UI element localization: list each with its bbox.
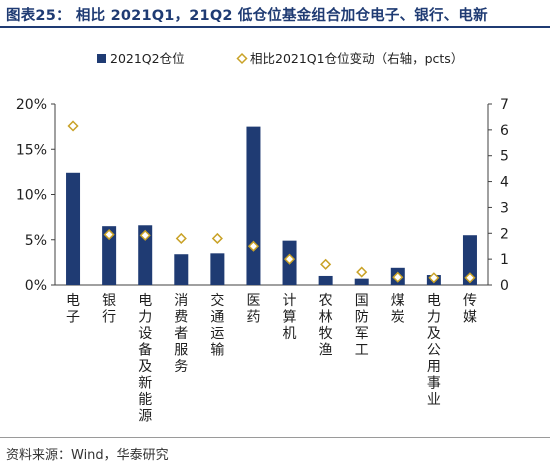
x-tick-label-3: 消费者服务	[174, 293, 188, 375]
legend-bar-label: 2021Q2仓位	[110, 51, 185, 66]
y-right-tick-label: 3	[500, 200, 509, 216]
legend-marker-swatch	[236, 52, 248, 65]
y-right-tick-label: 4	[500, 175, 509, 191]
y-left-tick-label: 0%	[25, 278, 47, 294]
bar-8	[354, 278, 369, 285]
marker-11	[464, 272, 476, 284]
bar-1	[102, 226, 117, 285]
marker-8	[356, 266, 368, 278]
bar-2	[138, 225, 153, 285]
x-tick-label-4: 交通运输	[210, 292, 224, 359]
x-tick-label-0: 电子	[66, 293, 80, 326]
x-tick-label-10: 电力及公用事业	[427, 293, 441, 408]
y-left-tick-label: 15%	[16, 142, 47, 158]
marker-4	[211, 232, 223, 245]
chart-title-bar: 图表25： 相比 2021Q1，21Q2 低仓位基金组合加仓电子、银行、电新	[0, 0, 550, 28]
bar-7	[318, 275, 333, 285]
marker-0	[67, 120, 79, 132]
x-tick-label-7: 农林牧渔	[319, 293, 333, 359]
legend: 2021Q2仓位 相比2021Q1仓位变动（右轴，pcts）	[97, 51, 463, 66]
marker-series	[67, 120, 476, 284]
y-right-tick-label: 0	[500, 278, 509, 294]
bar-3	[174, 254, 189, 285]
legend-bar-swatch	[97, 54, 106, 63]
bar-4	[210, 253, 225, 285]
marker-3	[175, 232, 187, 245]
axes: 0% 5% 10% 15% 20% 0 1 2 3 4 5 6 7	[16, 97, 509, 294]
y-left-tick-label: 20%	[16, 97, 47, 113]
marker-10	[428, 272, 440, 284]
y-right-tick-label: 5	[500, 149, 509, 165]
bar-5	[246, 126, 261, 285]
bar-11	[462, 235, 477, 285]
x-tick-label-5: 医药	[246, 293, 260, 326]
x-tick-label-8: 国防军工	[355, 293, 369, 359]
y-right-tick-label: 7	[500, 97, 509, 113]
y-right-tick-label: 1	[500, 252, 509, 268]
marker-6	[283, 253, 296, 265]
y-right-tick-label: 6	[500, 123, 509, 139]
marker-1	[103, 229, 115, 241]
chart-title: 图表25： 相比 2021Q1，21Q2 低仓位基金组合加仓电子、银行、电新	[6, 8, 488, 24]
source-bar: 资料来源：Wind，华泰研究	[0, 437, 550, 466]
y-left-tick-label: 10%	[16, 188, 47, 204]
source-note: 资料来源：Wind，华泰研究	[6, 448, 169, 463]
legend-marker-label: 相比2021Q1仓位变动（右轴，pcts）	[250, 51, 463, 66]
y-left-tick-label: 5%	[25, 233, 47, 249]
x-tick-label-11: 传媒	[463, 293, 477, 326]
x-tick-label-9: 煤炭	[391, 293, 405, 326]
marker-9	[392, 271, 404, 283]
bar-series	[66, 126, 477, 285]
marker-7	[320, 258, 332, 270]
y-right-tick-label: 2	[500, 226, 509, 242]
x-tick-label-2: 电力设备及新能源	[138, 293, 152, 425]
marker-2	[139, 229, 151, 241]
marker-5	[247, 240, 260, 252]
bar-0	[66, 172, 81, 285]
x-tick-label-6: 计算机	[283, 293, 297, 342]
x-tick-label-1: 银行	[102, 293, 116, 326]
